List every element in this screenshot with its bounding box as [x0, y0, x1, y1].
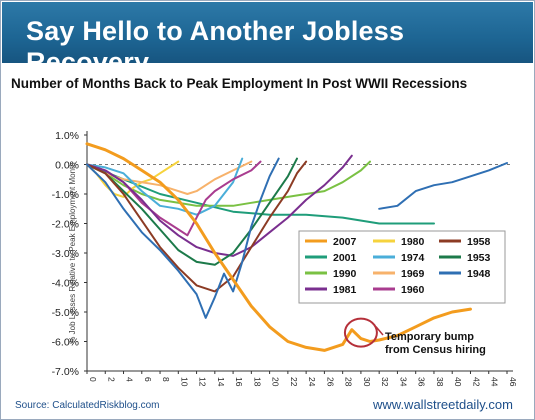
- series-line-1980: [86, 160, 180, 198]
- y-tick-label: 1.0%: [55, 130, 79, 142]
- y-tick-label: -3.0%: [52, 248, 79, 260]
- x-tick-label: 26: [325, 377, 335, 387]
- annotation-text: from Census hiring: [385, 344, 486, 356]
- annotation-leader: [375, 326, 384, 336]
- legend-label-2001: 2001: [333, 252, 357, 264]
- x-tick-label: 8: [161, 377, 171, 382]
- annotation-text: Temporary bump: [385, 331, 474, 343]
- x-tick-label: 34: [398, 377, 408, 387]
- x-tick-label: 28: [344, 377, 354, 387]
- chart-subtitle: Number of Months Back to Peak Employment…: [11, 76, 468, 91]
- series-line-1953: [86, 157, 298, 266]
- legend-label-1974: 1974: [401, 252, 425, 264]
- x-tick-label: 18: [252, 377, 262, 387]
- series-line-1948: [86, 157, 280, 319]
- x-tick-label: 20: [271, 377, 281, 387]
- x-tick-label: 38: [435, 377, 445, 387]
- y-tick-label: -4.0%: [52, 278, 79, 290]
- series-line-2007: [85, 142, 472, 352]
- series-line-1960: [86, 160, 262, 237]
- x-tick-label: 24: [307, 377, 317, 387]
- x-tick-label: 12: [198, 377, 208, 387]
- legend-label-1953: 1953: [467, 252, 491, 264]
- y-tick-label: -7.0%: [52, 366, 79, 378]
- annotation-circle: [343, 317, 378, 348]
- x-tick-label: 4: [125, 377, 135, 382]
- y-tick-label: -2.0%: [52, 219, 79, 231]
- series-line-2001: [86, 163, 435, 225]
- x-tick-label: 6: [143, 377, 153, 382]
- page-title: Say Hello to Another Jobless Recovery: [26, 16, 405, 77]
- legend-label-1980: 1980: [401, 236, 425, 248]
- x-tick-label: 0: [88, 377, 98, 382]
- series-line-1958: [86, 160, 308, 293]
- legend-label-1960: 1960: [401, 284, 425, 296]
- x-tick-label: 10: [179, 377, 189, 387]
- legend-label-1990: 1990: [333, 268, 357, 280]
- x-tick-label: 32: [380, 377, 390, 387]
- series-line-1974: [86, 157, 244, 216]
- x-tick-label: 2: [106, 377, 116, 382]
- legend-label-1969: 1969: [401, 268, 425, 280]
- legend-label-1948: 1948: [467, 268, 491, 280]
- legend-label-2007: 2007: [333, 236, 357, 248]
- y-tick-label: -5.0%: [52, 307, 79, 319]
- series-line-1948-extension: [378, 162, 508, 210]
- series-line-1981: [86, 154, 353, 257]
- y-tick-label: 0.0%: [55, 160, 79, 172]
- x-tick-label: 44: [490, 377, 500, 387]
- title-banner: Say Hello to Another Jobless Recovery: [2, 2, 533, 77]
- x-tick-label: 36: [417, 377, 427, 387]
- legend-label-1958: 1958: [467, 236, 491, 248]
- series-line-1990: [86, 160, 371, 207]
- legend-box: [298, 230, 506, 304]
- y-tick-label: -1.0%: [52, 189, 79, 201]
- x-tick-label: 46: [508, 377, 518, 387]
- x-tick-label: 40: [453, 377, 463, 387]
- x-tick-label: 14: [216, 377, 226, 387]
- x-tick-label: 42: [471, 377, 481, 387]
- x-tick-label: 22: [289, 377, 299, 387]
- x-tick-label: 30: [362, 377, 372, 387]
- y-axis-label: % Job Losses Relative to Peak Employment…: [68, 162, 77, 343]
- y-tick-label: -6.0%: [52, 337, 79, 349]
- x-tick-label: 16: [234, 377, 244, 387]
- site-credit: www.wallstreetdaily.com: [373, 397, 513, 412]
- legend-label-1981: 1981: [333, 284, 357, 296]
- source-credit: Source: CalculatedRiskblog.com: [15, 400, 160, 411]
